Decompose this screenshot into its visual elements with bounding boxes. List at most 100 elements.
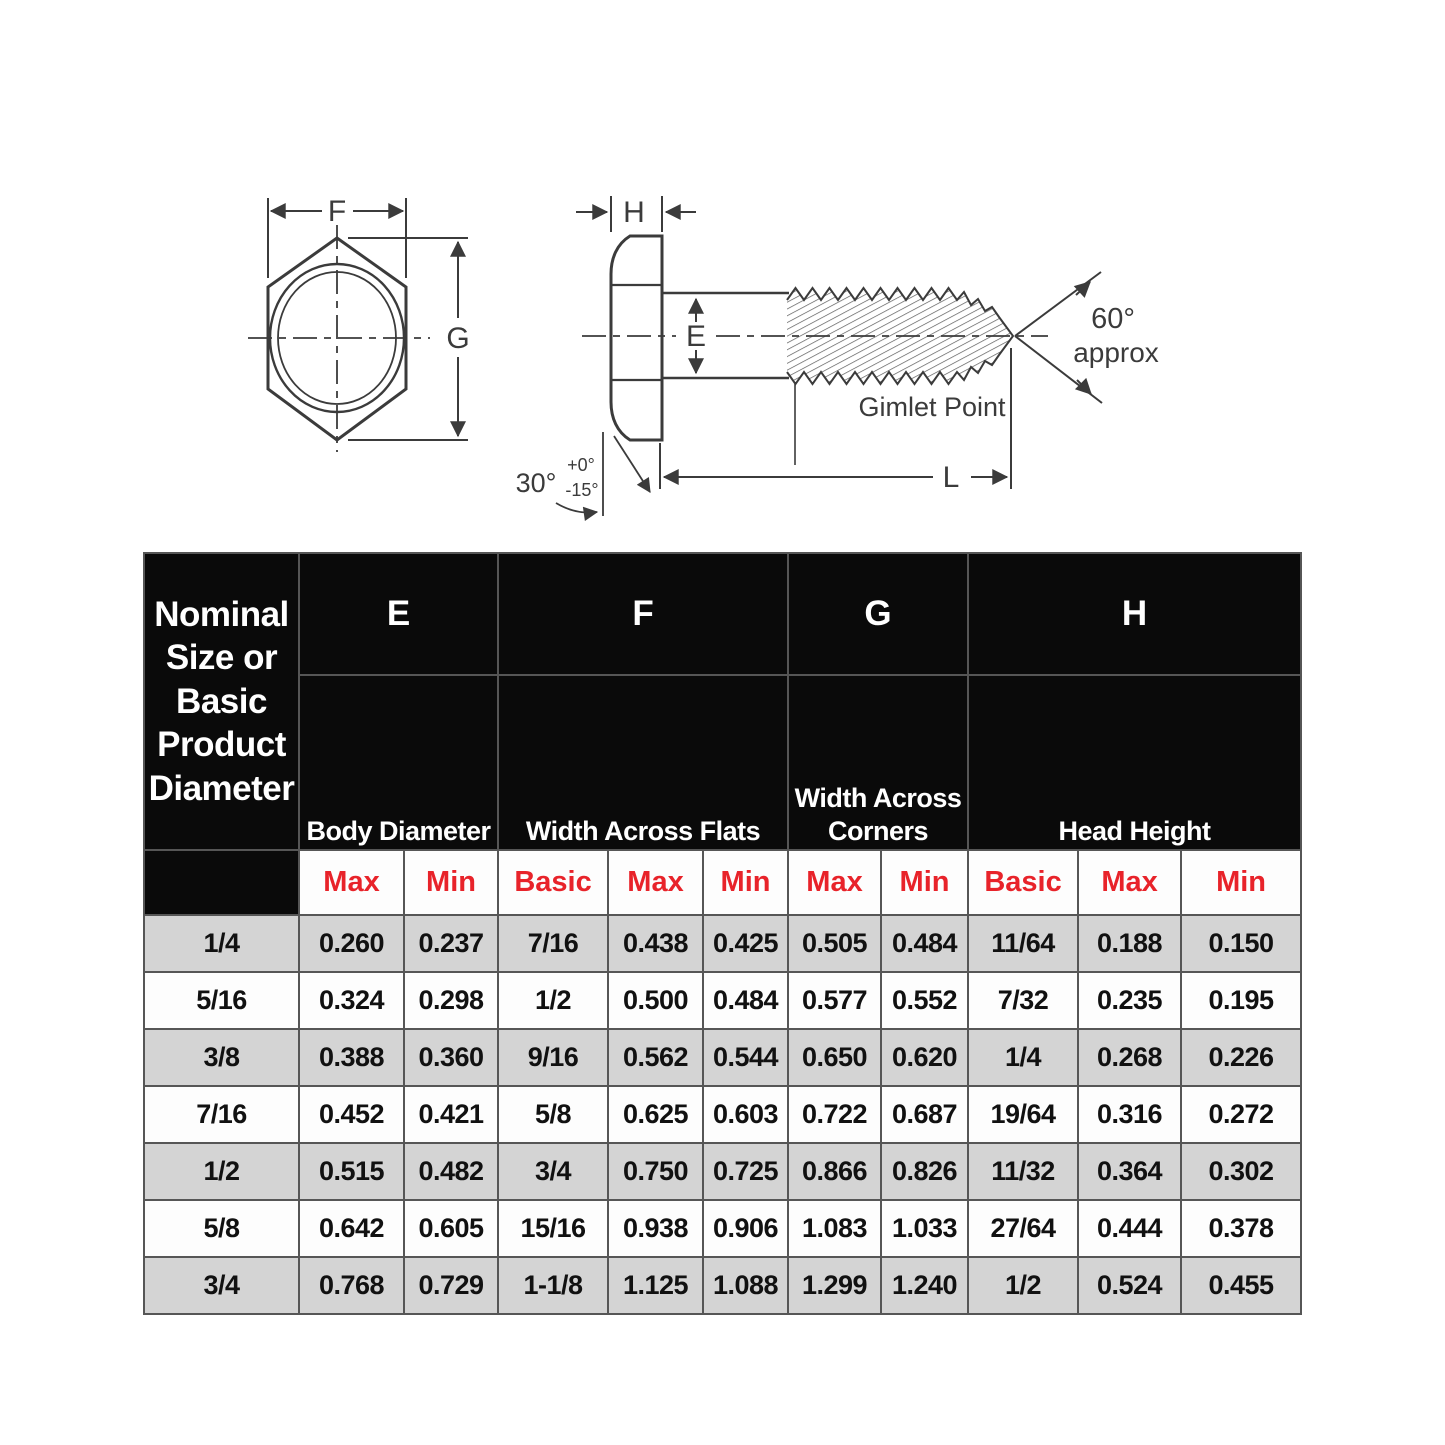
value-cell: 0.226 [1180,1028,1303,1087]
label-E: E [686,320,706,353]
label-tolerance-minus: -15° [565,480,598,500]
size-cell: 7/16 [143,1085,300,1144]
value-cell: 0.577 [787,971,883,1030]
label-H: H [623,196,645,229]
value-cell: 0.625 [607,1085,705,1144]
value-cell: 0.150 [1180,914,1303,973]
hex-head-front-view [248,198,468,452]
subheader-h-min: Min [1180,849,1303,916]
value-cell: 1.240 [880,1256,970,1315]
value-cell: 0.316 [1077,1085,1183,1144]
label-F: F [328,195,346,228]
value-cell: 0.938 [607,1199,705,1258]
value-cell: 0.552 [880,971,970,1030]
value-cell: 0.484 [702,971,790,1030]
subheader-h-max: Max [1077,849,1183,916]
value-cell: 5/8 [497,1085,610,1144]
size-cell: 3/8 [143,1028,300,1087]
value-cell: 1.299 [787,1256,883,1315]
value-cell: 0.237 [402,914,500,973]
value-cell: 0.562 [607,1028,705,1087]
value-cell: 0.260 [298,914,405,973]
group-name-width-across-flats: Width Across Flats [497,674,790,851]
dimension-G [348,237,468,441]
value-cell: 1/2 [497,971,610,1030]
value-cell: 0.188 [1077,914,1183,973]
value-cell: 0.605 [402,1199,500,1258]
value-cell: 0.544 [702,1028,790,1087]
value-cell: 0.768 [298,1256,405,1315]
value-cell: 0.268 [1077,1028,1183,1087]
label-G: G [446,322,469,355]
value-cell: 1.083 [787,1199,883,1258]
label-approx: approx [1073,337,1159,368]
table-row: 3/8 0.388 0.360 9/16 0.562 0.544 0.650 0… [143,1028,1303,1087]
value-cell: 0.378 [1180,1199,1303,1258]
subheader-h-basic: Basic [967,849,1080,916]
value-cell: 27/64 [967,1199,1080,1258]
value-cell: 0.444 [1077,1199,1183,1258]
value-cell: 7/16 [497,914,610,973]
head-profile [609,234,664,442]
group-name-head-height: Head Height [967,674,1303,851]
value-cell: 1.033 [880,1199,970,1258]
lag-screw-side-view [555,196,1103,521]
value-cell: 0.603 [702,1085,790,1144]
value-cell: 3/4 [497,1142,610,1201]
value-cell: 7/32 [967,971,1080,1030]
underhead-angle-callout [555,432,651,521]
table-row-subheaders: Max Min Basic Max Min Max Min Basic Max … [143,849,1303,916]
value-cell: 0.482 [402,1142,500,1201]
value-cell: 0.455 [1180,1256,1303,1315]
gimlet-angle-callout [1014,271,1103,404]
size-cell: 1/2 [143,1142,300,1201]
value-cell: 0.750 [607,1142,705,1201]
value-cell: 0.425 [702,914,790,973]
value-cell: 0.235 [1077,971,1183,1030]
group-letter-E: E [297,552,500,676]
value-cell: 0.642 [298,1199,405,1258]
subheader-g-max: Max [787,849,883,916]
value-cell: 0.687 [880,1085,970,1144]
value-cell: 0.866 [787,1142,883,1201]
value-cell: 0.364 [1077,1142,1183,1201]
subheader-e-min: Min [402,849,500,916]
dimension-L [659,348,1012,489]
table-row: 1/2 0.515 0.482 3/4 0.750 0.725 0.866 0.… [143,1142,1303,1201]
size-cell: 1/4 [143,914,300,973]
lag-screw-technical-drawing: F G [248,195,1159,521]
value-cell: 0.421 [402,1085,500,1144]
size-cell: 5/8 [143,1199,300,1258]
label-gimlet-point: Gimlet Point [858,392,1006,422]
subheader-f-max: Max [607,849,705,916]
value-cell: 0.725 [702,1142,790,1201]
value-cell: 0.620 [880,1028,970,1087]
value-cell: 11/32 [967,1142,1080,1201]
value-cell: 0.826 [880,1142,970,1201]
value-cell: 0.524 [1077,1256,1183,1315]
value-cell: 1/4 [967,1028,1080,1087]
label-L: L [943,461,960,494]
value-cell: 0.360 [402,1028,500,1087]
value-cell: 0.195 [1180,971,1303,1030]
value-cell: 0.484 [880,914,970,973]
table-row: 7/16 0.452 0.421 5/8 0.625 0.603 0.722 0… [143,1085,1303,1144]
value-cell: 19/64 [967,1085,1080,1144]
table-row: 5/8 0.642 0.605 15/16 0.938 0.906 1.083 … [143,1199,1303,1258]
value-cell: 0.298 [402,971,500,1030]
table-row: 3/4 0.768 0.729 1-1/8 1.125 1.088 1.299 … [143,1256,1303,1315]
value-cell: 0.505 [787,914,883,973]
group-letter-G: G [787,552,970,676]
dimension-H [576,196,696,232]
value-cell: 0.388 [298,1028,405,1087]
value-cell: 11/64 [967,914,1080,973]
value-cell: 1-1/8 [497,1256,610,1315]
label-30-degrees: 30° [516,468,557,498]
group-name-width-across-corners: Width Across Corners [787,674,970,851]
value-cell: 1.088 [702,1256,790,1315]
value-cell: 0.729 [402,1256,500,1315]
label-60-degrees: 60° [1091,303,1135,335]
value-cell: 0.324 [298,971,405,1030]
corner-header: Nominal Size or Basic Product Diameter [143,552,300,851]
